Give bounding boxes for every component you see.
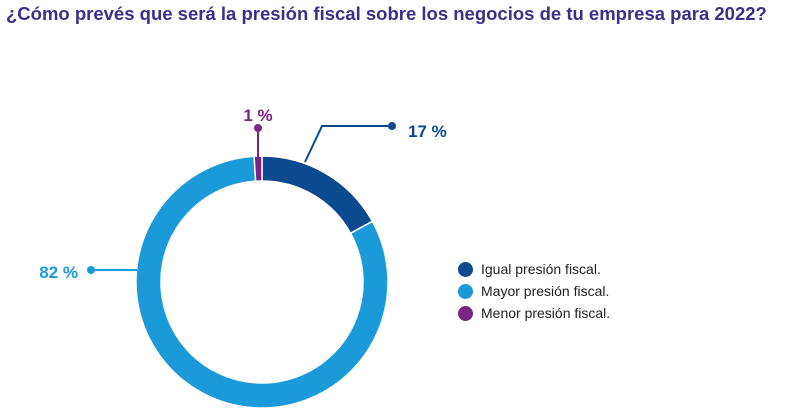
legend-label: Igual presión fiscal. [481,261,601,277]
data-label-2: 1 % [243,106,272,125]
legend-label: Mayor presión fiscal. [481,283,610,299]
donut-slice-2 [253,155,263,182]
data-label-0: 17 % [408,122,447,141]
data-label-1: 82 % [39,263,78,282]
leader-dot-0 [388,122,396,130]
donut-slice-0 [261,155,374,235]
legend-swatch [458,261,473,277]
legend-item-menor: Menor presión fiscal. [458,302,610,324]
leader-dot-2 [254,124,262,132]
chart-title: ¿Cómo prevés que será la presión fiscal … [6,3,767,24]
donut-slice-1 [135,155,389,409]
legend-label: Menor presión fiscal. [481,305,611,321]
legend-swatch [458,305,473,321]
leader-dot-1 [87,266,95,274]
legend-swatch [458,283,473,299]
legend-item-igual: Igual presión fiscal. [458,258,610,280]
leader-line-0 [304,125,392,163]
legend: Igual presión fiscal. Mayor presión fisc… [458,258,610,324]
legend-item-mayor: Mayor presión fiscal. [458,280,610,302]
